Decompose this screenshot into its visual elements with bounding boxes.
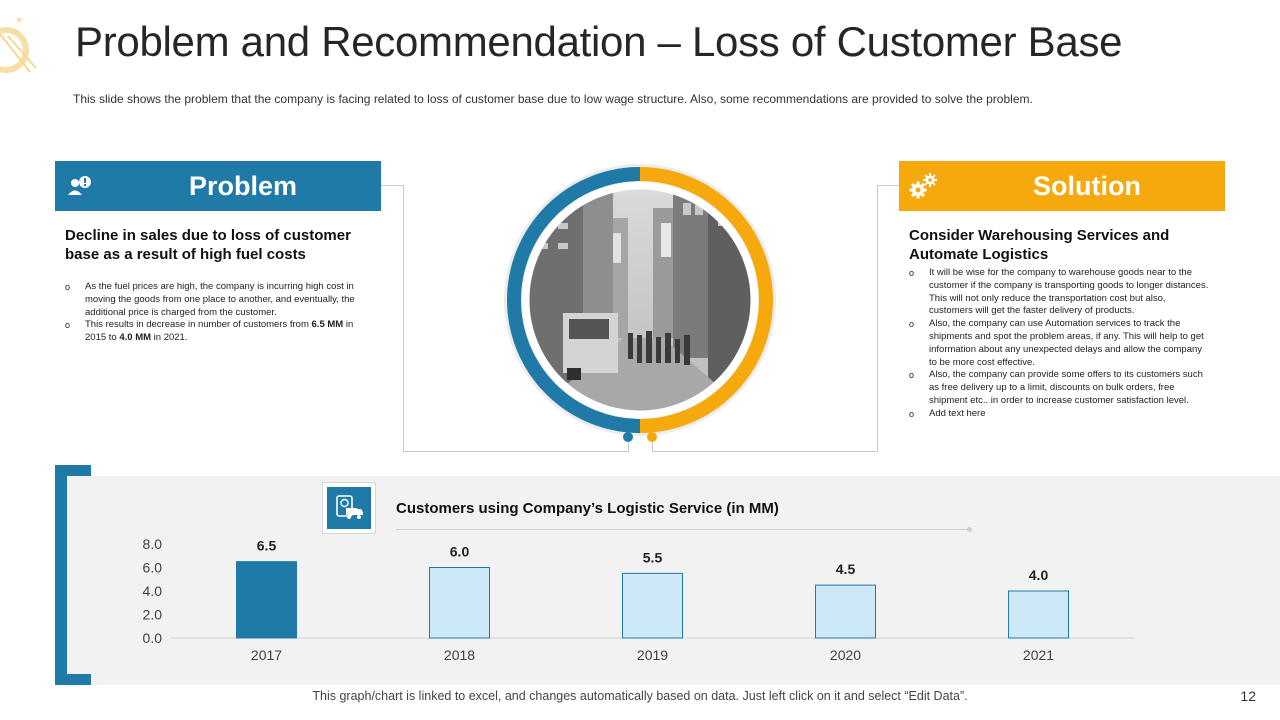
panel-accent-cutout bbox=[67, 476, 91, 674]
problem-bullets: As the fuel prices are high, the company… bbox=[65, 281, 361, 345]
problem-connector-bottom bbox=[403, 451, 629, 452]
delivery-truck-icon bbox=[336, 495, 363, 519]
problem-connector-riser bbox=[628, 440, 629, 452]
solution-bullet: Add text here bbox=[909, 408, 1209, 421]
page-number: 12 bbox=[1240, 688, 1256, 704]
chart-icon-frame bbox=[322, 482, 376, 534]
problem-icon-frame bbox=[55, 161, 105, 211]
chart-title-rule-dot bbox=[967, 527, 972, 532]
problem-bullet: This results in decrease in number of cu… bbox=[65, 319, 361, 345]
problem-connector-vertical bbox=[403, 185, 404, 452]
y-tick-label: 6.0 bbox=[143, 560, 163, 576]
brand-logo-icon: × bbox=[0, 16, 37, 73]
bar-value-label: 6.5 bbox=[257, 538, 277, 554]
problem-label: Problem bbox=[188, 170, 298, 201]
solution-banner: Solution bbox=[899, 161, 1225, 211]
problem-bullet-text: in 2015 to bbox=[85, 319, 354, 344]
solution-icon-frame bbox=[899, 161, 949, 211]
bar-value-label: 4.5 bbox=[836, 561, 856, 577]
page-subtitle: This slide shows the problem that the co… bbox=[73, 92, 1033, 106]
svg-text:×: × bbox=[16, 16, 22, 24]
y-tick-label: 2.0 bbox=[143, 607, 163, 623]
bar bbox=[622, 572, 683, 639]
problem-bullet-value: 6.5 MM bbox=[311, 319, 344, 331]
bar-value-label: 5.5 bbox=[643, 549, 663, 565]
solution-connector bbox=[877, 185, 899, 186]
solution-bullet: Also, the company can provide some offer… bbox=[909, 369, 1209, 407]
y-tick-label: 8.0 bbox=[143, 536, 163, 552]
problem-heading: Decline in sales due to loss of customer… bbox=[65, 227, 351, 263]
chart-title: Customers using Company’s Logistic Servi… bbox=[396, 500, 779, 517]
x-tick-label: 2017 bbox=[251, 647, 282, 663]
x-tick-label: 2021 bbox=[1023, 647, 1054, 663]
x-tick-label: 2020 bbox=[830, 647, 861, 663]
user-alert-icon bbox=[68, 176, 91, 195]
problem-banner: Problem bbox=[55, 161, 381, 211]
page-title: Problem and Recommendation – Loss of Cus… bbox=[75, 18, 1123, 65]
bar-value-label: 6.0 bbox=[450, 544, 470, 560]
chart-title-rule bbox=[396, 529, 970, 530]
bar bbox=[429, 567, 490, 639]
x-tick-label: 2019 bbox=[637, 647, 668, 663]
problem-bullet-value: 4.0 MM bbox=[119, 332, 152, 344]
problem-bullet: As the fuel prices are high, the company… bbox=[65, 281, 361, 319]
bar-value-label: 4.0 bbox=[1029, 567, 1049, 583]
solution-bullet: It will be wise for the company to wareh… bbox=[909, 267, 1209, 318]
bar-chart: 0.0 2.0 4.0 6.0 8.0 6.5 2017 6.0 2018 5.5 2019 4.5 2… bbox=[143, 536, 1135, 663]
problem-bullet-text: This results in decrease in number of cu… bbox=[85, 319, 312, 331]
x-tick-label: 2018 bbox=[444, 647, 475, 663]
solution-label: Solution bbox=[1033, 170, 1141, 201]
solution-bullet: Also, the company can use Automation ser… bbox=[909, 318, 1209, 369]
gears-icon bbox=[909, 173, 937, 199]
solution-connector-vertical bbox=[877, 185, 878, 452]
center-image-ring bbox=[504, 164, 776, 436]
bar bbox=[236, 561, 297, 639]
orange-indicator-dot bbox=[647, 432, 657, 442]
problem-connector bbox=[381, 185, 404, 186]
bar bbox=[815, 584, 876, 639]
problem-bullet-text: in 2021. bbox=[151, 332, 188, 344]
footer-note: This graph/chart is linked to excel, and… bbox=[312, 689, 968, 703]
y-tick-label: 4.0 bbox=[143, 583, 163, 599]
solution-connector-bottom bbox=[652, 451, 878, 452]
y-tick-label: 0.0 bbox=[143, 630, 163, 646]
blue-indicator-dot bbox=[623, 432, 633, 442]
solution-bullets: It will be wise for the company to wareh… bbox=[909, 267, 1209, 421]
solution-connector-riser bbox=[652, 440, 653, 452]
bar bbox=[1008, 590, 1069, 639]
solution-heading: Consider Warehousing Services and Automa… bbox=[909, 227, 1170, 263]
